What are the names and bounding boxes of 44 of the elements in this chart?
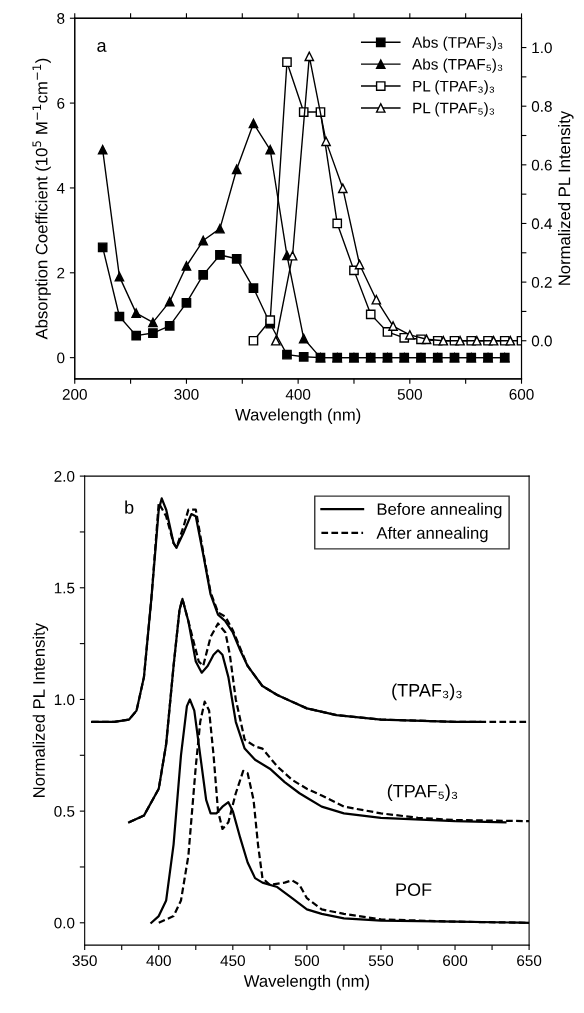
legend-label: Abs (TPAF₃)₃ (412, 36, 503, 51)
y-tick-label: 2.0 (54, 470, 75, 482)
annotation: b (125, 500, 134, 514)
annotation: (TPAF₃)₃ (392, 683, 462, 701)
annotation: a (97, 42, 107, 52)
y-tick-label: 4 (56, 182, 65, 194)
y-tick-label: 0.5 (54, 805, 75, 817)
x-tick-label: 400 (146, 955, 171, 967)
y2-tick-label: 0.4 (531, 218, 553, 230)
y-axis-title: Absorption Coefficient (10$^{5}$ M$^{−1}$cm$^{−1}$) (32, 58, 51, 340)
legend-label: PL (TPAF₃)₃ (413, 80, 495, 95)
legend-label: Abs (TPAF₅)₃ (412, 58, 503, 73)
x-axis-title: Wavelength (nm) (243, 974, 369, 991)
x-tick-label: 500 (397, 388, 422, 400)
y2-tick-label: 0.2 (531, 276, 552, 288)
y-tick-label: 0.0 (54, 917, 75, 929)
y2-tick-label: 0.0 (531, 335, 552, 347)
x-tick-label: 650 (517, 955, 542, 967)
y-tick-label: 1.5 (54, 582, 75, 594)
y2-tick-label: 0.6 (531, 159, 552, 171)
y-tick-label: 6 (57, 97, 65, 109)
y2-axis-title: Normalized PL Intensity (558, 110, 574, 285)
legend-label: Before annealing (377, 502, 502, 519)
legend-label: PL (TPAF₅)₃ (413, 102, 495, 117)
x-tick-label: 200 (62, 388, 87, 400)
x-tick-label: 600 (509, 388, 534, 400)
annotation: POF (396, 883, 432, 897)
y-tick-label: 0 (57, 352, 65, 364)
x-tick-label: 350 (72, 955, 97, 967)
y-tick-label: 2 (57, 267, 65, 279)
y-tick-label: 1.0 (54, 694, 75, 706)
x-tick-label: 600 (443, 955, 468, 967)
y2-tick-label: 0.8 (531, 101, 552, 112)
legend-label: After annealing (376, 526, 488, 543)
x-tick-label: 550 (368, 955, 394, 967)
y-axis-title: Normalized PL Intensity (32, 622, 49, 797)
x-tick-label: 400 (285, 388, 311, 400)
x-axis-title: Wavelength (nm) (235, 408, 361, 424)
y2-tick-label: 1.0 (532, 42, 552, 54)
x-tick-label: 450 (220, 955, 245, 967)
x-tick-label: 500 (294, 955, 320, 967)
y-tick-label: 8 (57, 13, 65, 24)
annotation: (TPAF₅)₃ (387, 784, 458, 802)
x-tick-label: 300 (174, 388, 199, 400)
